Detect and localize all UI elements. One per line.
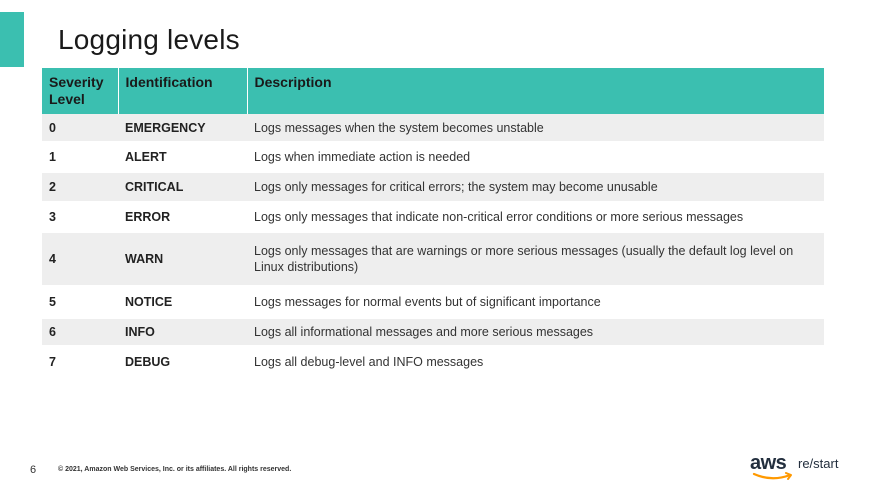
copyright-notice: © 2021, Amazon Web Services, Inc. or its… (58, 466, 292, 473)
table-header-row: Severity Level Identification Descriptio… (42, 68, 824, 114)
description-cell: Logs messages when the system becomes un… (247, 114, 824, 143)
aws-logo-text: aws (750, 452, 787, 474)
description-cell: Logs all informational messages and more… (247, 318, 824, 347)
severity-level-cell: 1 (42, 142, 118, 173)
header-severity-level: Severity Level (42, 68, 119, 114)
identification-cell: EMERGENCY (118, 114, 247, 143)
table-row: 4 WARN Logs only messages that are warni… (42, 232, 824, 287)
severity-level-cell: 4 (42, 232, 118, 287)
header-description: Description (247, 68, 824, 114)
description-cell: Logs when immediate action is needed (247, 142, 824, 173)
description-cell: Logs only messages for critical errors; … (247, 172, 824, 203)
identification-cell: ERROR (118, 202, 247, 233)
description-cell: Logs only messages that are warnings or … (247, 232, 824, 287)
severity-level-cell: 3 (42, 202, 118, 233)
aws-restart-logo: aws re/start (750, 452, 850, 484)
identification-cell: DEBUG (118, 346, 247, 379)
table-row: 2 CRITICAL Logs only messages for critic… (42, 172, 824, 203)
severity-level-cell: 2 (42, 172, 118, 203)
table-row: 7 DEBUG Logs all debug-level and INFO me… (42, 346, 824, 379)
description-cell: Logs messages for normal events but of s… (247, 286, 824, 319)
severity-level-cell: 6 (42, 318, 118, 347)
identification-cell: NOTICE (118, 286, 247, 319)
accent-bar (0, 12, 24, 67)
restart-logo-text: re/start (798, 456, 839, 471)
table-row: 5 NOTICE Logs messages for normal events… (42, 286, 824, 319)
severity-level-cell: 7 (42, 346, 118, 379)
slide-title: Logging levels (58, 24, 240, 55)
table-row: 6 INFO Logs all informational messages a… (42, 318, 824, 347)
identification-cell: WARN (118, 232, 247, 287)
table-row: 3 ERROR Logs only messages that indicate… (42, 202, 824, 233)
table-row: 0 EMERGENCY Logs messages when the syste… (42, 114, 824, 143)
identification-cell: INFO (118, 318, 247, 347)
header-identification: Identification (118, 68, 248, 114)
severity-level-cell: 0 (42, 114, 118, 143)
aws-smile-icon (752, 472, 792, 480)
identification-cell: CRITICAL (118, 172, 247, 203)
identification-cell: ALERT (118, 142, 247, 173)
severity-level-cell: 5 (42, 286, 118, 319)
description-cell: Logs only messages that indicate non-cri… (247, 202, 824, 233)
logging-levels-table: Severity Level Identification Descriptio… (42, 68, 824, 379)
page-number: 6 (30, 464, 37, 476)
table-row: 1 ALERT Logs when immediate action is ne… (42, 142, 824, 173)
description-cell: Logs all debug-level and INFO messages (247, 346, 824, 379)
